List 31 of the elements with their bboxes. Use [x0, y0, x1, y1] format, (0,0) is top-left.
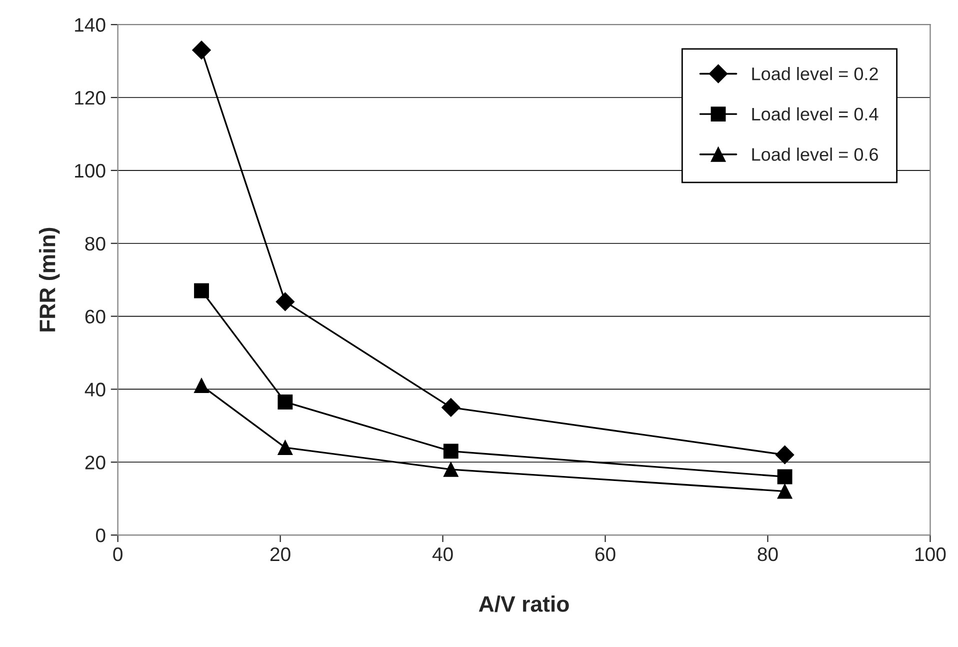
legend-label: Load level = 0.6	[752, 148, 878, 161]
legend-label: Load level = 0.2	[752, 66, 878, 80]
point	[775, 445, 794, 464]
x-axis-title: A/V ratio	[478, 596, 569, 612]
point	[278, 440, 293, 456]
point	[442, 398, 460, 417]
y-tick-label: 60	[85, 310, 106, 324]
y-tick-label: 0	[96, 528, 106, 542]
point	[278, 394, 293, 410]
point	[443, 462, 458, 477]
legend-label: Load level = 0.4	[752, 107, 878, 121]
x-tick-label: 40	[432, 547, 453, 562]
x-tick-label: 80	[758, 547, 778, 562]
x-tick-label: 0	[113, 547, 122, 562]
x-tick-label: 100	[915, 547, 946, 562]
y-tick-label: 40	[84, 382, 106, 396]
x-tick-label: 20	[270, 547, 290, 562]
point	[443, 444, 458, 459]
point	[194, 378, 209, 394]
point	[777, 469, 792, 484]
point	[192, 40, 211, 60]
x-tick-label: 60	[595, 547, 616, 562]
y-tick-label: 20	[85, 456, 106, 470]
point	[777, 484, 792, 499]
y-tick-label: 80	[85, 236, 106, 251]
point	[276, 292, 295, 312]
y-tick-label: 100	[75, 164, 106, 178]
y-tick-label: 120	[75, 90, 106, 105]
y-axis-title: FRR (min)	[38, 228, 60, 332]
y-tick-label: 140	[75, 18, 106, 32]
point	[194, 283, 209, 298]
